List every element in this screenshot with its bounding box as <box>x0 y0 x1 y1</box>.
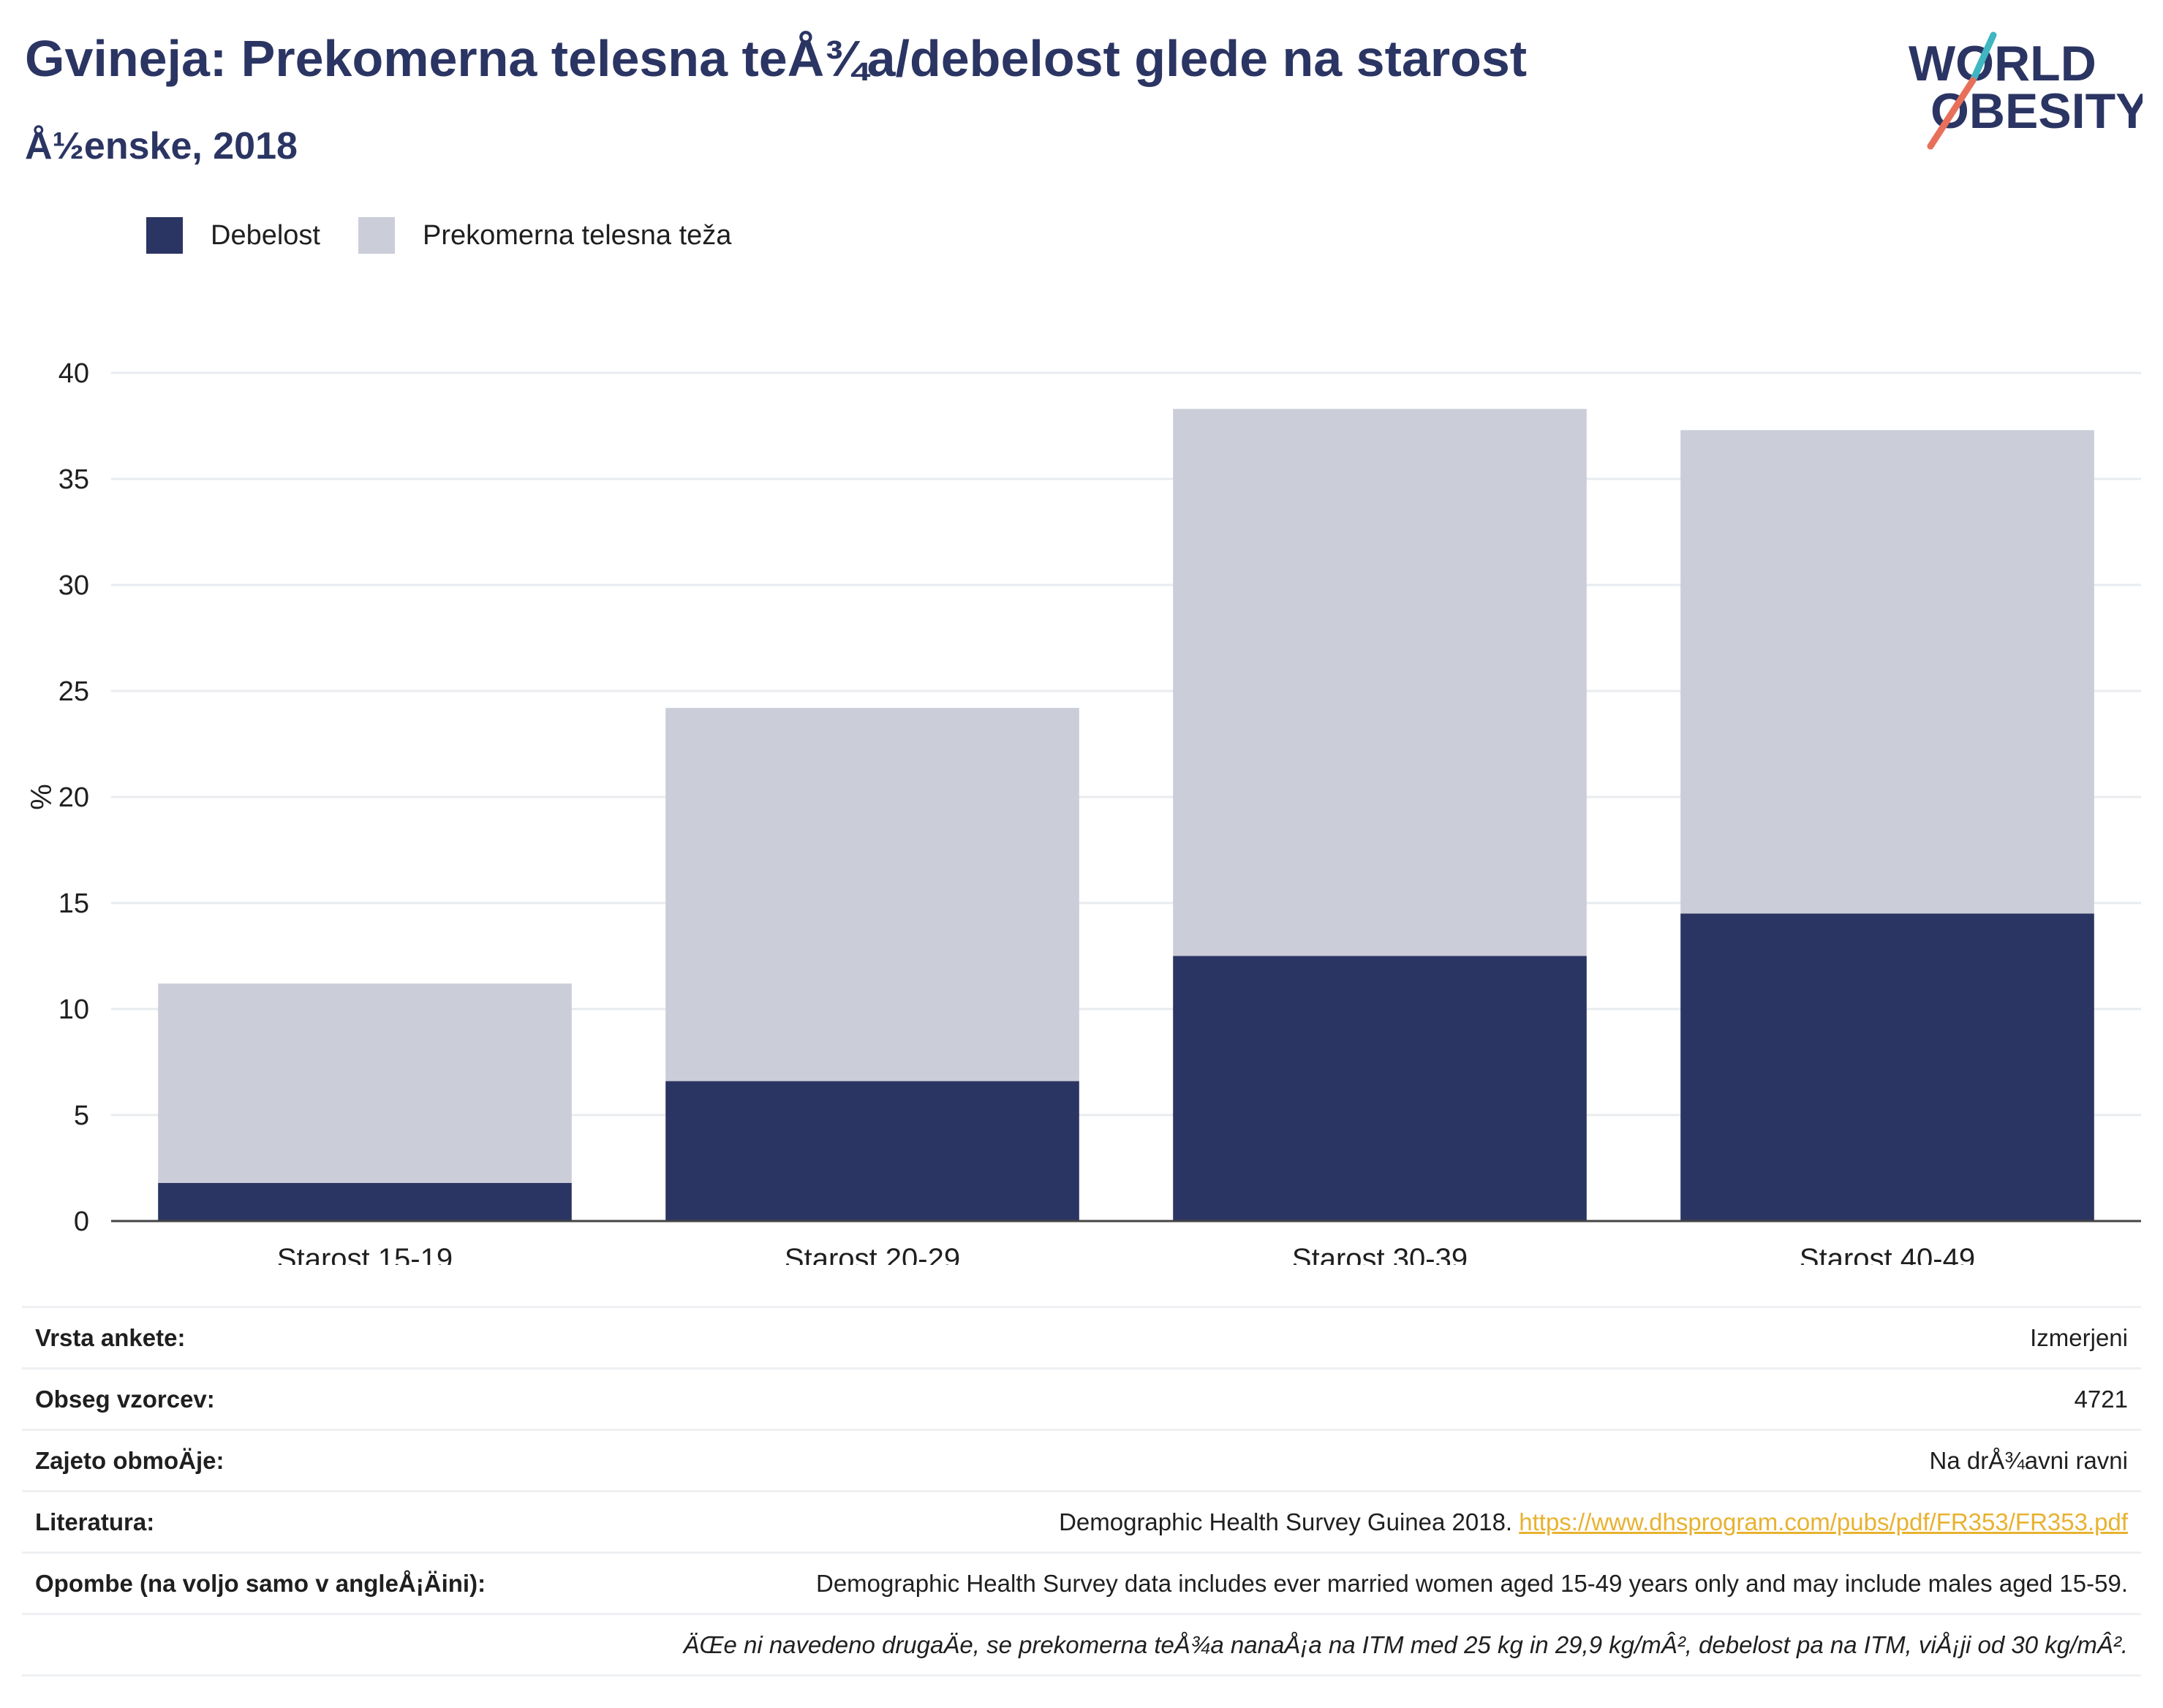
info-row-sample-size: Obseg vzorcev: 4721 <box>22 1367 2141 1429</box>
legend-label-prekomerna: Prekomerna telesna teža <box>423 220 731 252</box>
bar-debelost-0 <box>158 1183 572 1221</box>
x-tick-label: Starost 15-19 <box>277 1243 453 1265</box>
y-tick-label: 5 <box>74 1100 89 1131</box>
survey-type-value: Izmerjeni <box>2030 1324 2128 1352</box>
notes-label: Opombe (na voljo samo v angleÅ¡Ä ini): <box>35 1570 486 1598</box>
legend-label-debelost: Debelost <box>211 220 320 252</box>
info-row-survey-type: Vrsta ankete: Izmerjeni <box>22 1306 2141 1367</box>
area-value: Na drÅ¾avni ravni <box>1930 1447 2128 1475</box>
chart-title: Gvineja: Prekomerna telesna teÅ¾a/debelo… <box>25 29 1527 88</box>
bar-debelost-3 <box>1680 914 2094 1222</box>
x-tick-label: Starost 40-49 <box>1800 1243 1975 1265</box>
y-tick-label: 0 <box>74 1206 89 1237</box>
notes-value: Demographic Health Survey data includes … <box>816 1570 2128 1598</box>
sample-size-value: 4721 <box>2075 1386 2128 1413</box>
chart-legend: Debelost Prekomerna telesna teža <box>146 214 769 257</box>
info-row-area: Zajeto obmoÄ je: Na drÅ¾avni ravni <box>22 1429 2141 1490</box>
references-label: Literatura: <box>35 1508 154 1536</box>
y-tick-label: 25 <box>58 676 89 707</box>
y-tick-label: 15 <box>58 888 89 919</box>
world-obesity-logo: WORLD OBESITY <box>1909 29 2143 161</box>
x-tick-label: Starost 30-39 <box>1292 1243 1468 1265</box>
y-tick-label: 35 <box>58 464 89 495</box>
y-tick-label: 40 <box>58 358 89 389</box>
legend-swatch-prekomerna <box>358 217 395 254</box>
y-tick-label: 20 <box>58 782 89 813</box>
chart-subtitle: Å½enske, 2018 <box>25 124 298 168</box>
y-axis-label: % <box>26 784 58 810</box>
y-tick-label: 10 <box>58 994 89 1025</box>
bar-prekomerna-0 <box>158 983 572 1183</box>
legend-item-prekomerna: Prekomerna telesna teža <box>358 217 731 254</box>
bar-prekomerna-2 <box>1173 409 1587 956</box>
survey-info-table: Vrsta ankete: Izmerjeni Obseg vzorcev: 4… <box>22 1306 2141 1677</box>
y-tick-label: 30 <box>58 570 89 601</box>
info-row-notes: Opombe (na voljo samo v angleÅ¡Ä ini): D… <box>22 1552 2141 1613</box>
x-tick-label: Starost 20-29 <box>785 1243 960 1265</box>
area-label: Zajeto obmoÄ je: <box>35 1447 224 1475</box>
info-row-footnote: ÄŒe ni navedeno drugaÄ e, se prekomerna … <box>22 1613 2141 1677</box>
bar-prekomerna-1 <box>665 708 1079 1081</box>
footnote-text: ÄŒe ni navedeno drugaÄ e, se prekomerna … <box>683 1631 2128 1659</box>
legend-item-debelost: Debelost <box>146 217 320 254</box>
stacked-bar-chart: 0 5 10 15 20 25 30 35 40% Starost 15-19 Starost 20… <box>0 336 2163 1265</box>
bar-debelost-1 <box>665 1081 1079 1221</box>
sample-size-label: Obseg vzorcev: <box>35 1386 215 1413</box>
legend-swatch-debelost <box>146 217 183 254</box>
bar-prekomerna-3 <box>1680 430 2094 913</box>
bar-debelost-2 <box>1173 956 1587 1222</box>
references-value: Demographic Health Survey Guinea 2018. h… <box>1059 1508 2128 1536</box>
references-text: Demographic Health Survey Guinea 2018. <box>1059 1508 1512 1535</box>
survey-type-label: Vrsta ankete: <box>35 1324 185 1352</box>
references-link[interactable]: https://www.dhsprogram.com/pubs/pdf/FR35… <box>1519 1508 2128 1535</box>
info-row-references: Literatura: Demographic Health Survey Gu… <box>22 1490 2141 1552</box>
